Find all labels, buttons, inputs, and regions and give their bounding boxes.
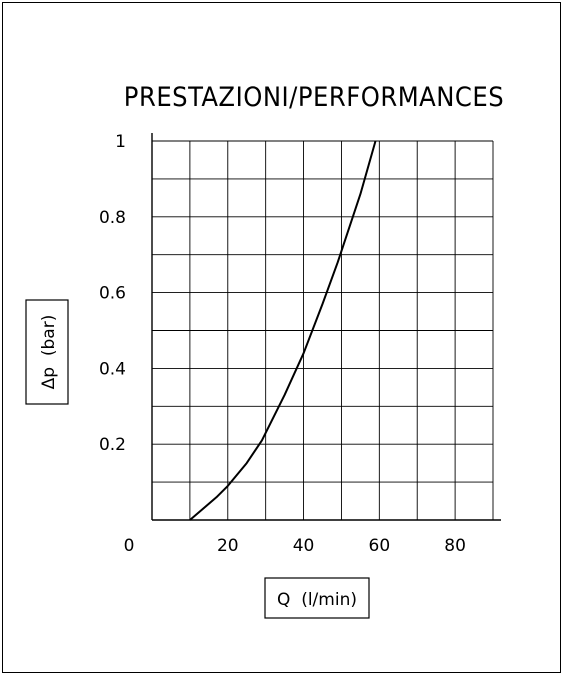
x-tick-label: 40: [293, 536, 315, 556]
x-axis-label: Q (l/min): [277, 590, 357, 610]
x-tick-label: 20: [217, 536, 239, 556]
y-axis-label: Δp (bar): [39, 315, 59, 390]
x-tick-label: 0: [124, 536, 135, 556]
y-tick-label: 0.6: [99, 284, 126, 304]
x-tick-labels: 0 20 40 60 80: [124, 536, 466, 556]
y-tick-label: 1: [115, 132, 126, 152]
x-tick-label: 60: [369, 536, 391, 556]
y-tick-labels: 0.2 0.4 0.6 0.8 1: [99, 132, 126, 455]
x-tick-label: 80: [444, 536, 466, 556]
y-tick-label: 0.4: [99, 359, 126, 379]
chart-title: PRESTAZIONI/PERFORMANCES: [124, 82, 504, 113]
y-tick-label: 0.8: [99, 208, 126, 228]
y-axis-label-box: [25, 299, 69, 405]
x-axis-label-box: [264, 577, 370, 619]
axes: [151, 133, 501, 521]
series-line: [189, 140, 377, 521]
grid: [152, 140, 494, 520]
series-group: [189, 140, 377, 521]
y-tick-label: 0.2: [99, 435, 126, 455]
